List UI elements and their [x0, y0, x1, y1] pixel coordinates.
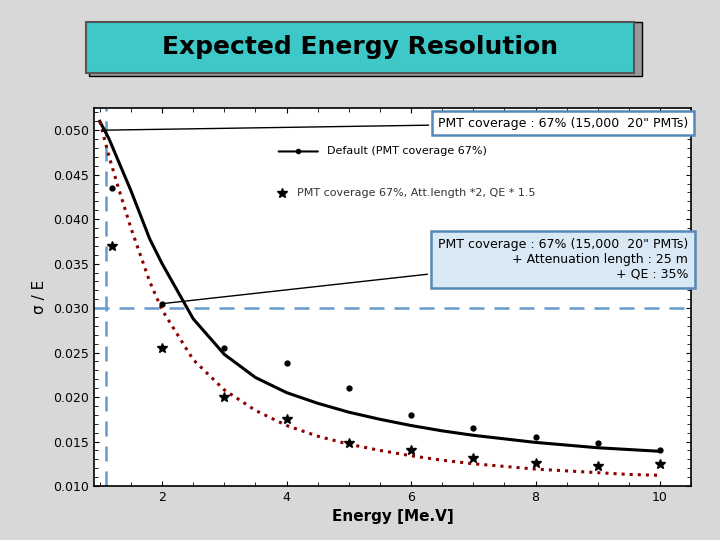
Text: PMT coverage : 67% (15,000  20" PMTs)
+ Attenuation length : 25 m
+ QE : 35%: PMT coverage : 67% (15,000 20" PMTs) + A…: [165, 238, 688, 303]
Text: Expected Energy Resolution: Expected Energy Resolution: [162, 35, 558, 59]
Y-axis label: σ / E: σ / E: [32, 280, 48, 314]
Text: Default (PMT coverage 67%): Default (PMT coverage 67%): [327, 146, 487, 157]
FancyBboxPatch shape: [89, 22, 642, 76]
FancyBboxPatch shape: [86, 22, 634, 73]
Text: PMT coverage 67%, Att.length *2, QE * 1.5: PMT coverage 67%, Att.length *2, QE * 1.…: [297, 188, 535, 198]
X-axis label: Energy [Me.V]: Energy [Me.V]: [331, 509, 454, 524]
Text: PMT coverage : 67% (15,000  20" PMTs): PMT coverage : 67% (15,000 20" PMTs): [103, 117, 688, 130]
